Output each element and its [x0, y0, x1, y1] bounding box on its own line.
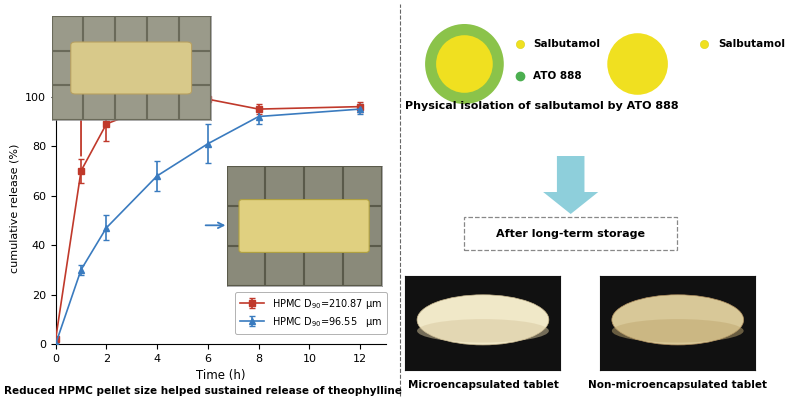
FancyBboxPatch shape: [239, 200, 369, 252]
Text: ATO 888: ATO 888: [533, 71, 582, 81]
Ellipse shape: [417, 295, 549, 345]
FancyBboxPatch shape: [71, 42, 192, 94]
Text: Microencapsulated tablet: Microencapsulated tablet: [408, 380, 558, 390]
Y-axis label: cumulative release (%): cumulative release (%): [10, 143, 19, 273]
Circle shape: [436, 35, 493, 93]
Circle shape: [425, 24, 504, 104]
Text: Salbutamol: Salbutamol: [718, 39, 785, 49]
Text: Salbutamol: Salbutamol: [533, 39, 600, 49]
Legend: HPMC $\mathregular{D_{90}}$=210.87 μm, HPMC $\mathregular{D_{90}}$=96.55   μm: HPMC $\mathregular{D_{90}}$=210.87 μm, H…: [235, 292, 387, 334]
Ellipse shape: [612, 319, 743, 342]
Ellipse shape: [612, 295, 743, 345]
Ellipse shape: [417, 319, 549, 342]
Text: After long-term storage: After long-term storage: [496, 228, 646, 238]
Text: Reduced HPMC pellet size helped sustained release of theophylline: Reduced HPMC pellet size helped sustaine…: [4, 386, 401, 396]
Circle shape: [607, 33, 668, 95]
X-axis label: Time (h): Time (h): [196, 369, 246, 382]
Text: Physical isolation of salbutamol by ATO 888: Physical isolation of salbutamol by ATO …: [405, 101, 679, 111]
FancyBboxPatch shape: [464, 217, 677, 250]
Text: Non-microencapsulated tablet: Non-microencapsulated tablet: [588, 380, 767, 390]
FancyArrow shape: [543, 156, 598, 214]
